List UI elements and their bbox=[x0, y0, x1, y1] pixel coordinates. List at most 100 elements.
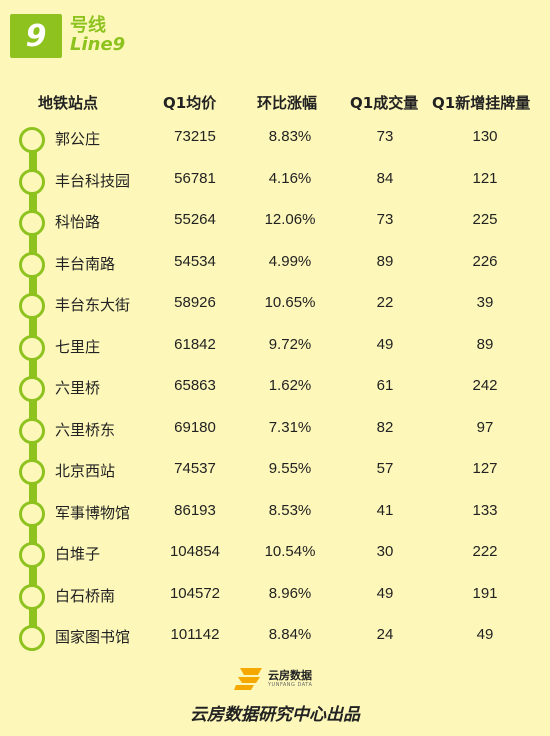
station-price: 86193 bbox=[174, 501, 216, 519]
station-dot-icon bbox=[19, 417, 45, 444]
station-volume: 49 bbox=[376, 335, 394, 353]
station-change: 10.65% bbox=[264, 294, 316, 311]
station-volume: 49 bbox=[376, 584, 394, 602]
station-price: 73215 bbox=[174, 128, 216, 145]
line-header: 9 号线 Line9 bbox=[10, 14, 125, 58]
station-change: 4.16% bbox=[268, 169, 312, 187]
station-change: 7.31% bbox=[268, 418, 312, 436]
station-volume: 73 bbox=[376, 128, 394, 145]
station-new-listings: 127 bbox=[472, 460, 498, 477]
station-price: 58926 bbox=[174, 294, 216, 311]
station-volume: 57 bbox=[376, 460, 394, 477]
line-title: 号线 Line9 bbox=[70, 15, 126, 55]
logo-mark-icon bbox=[234, 668, 262, 690]
station-price: 69180 bbox=[174, 418, 216, 436]
yunfang-logo: 云房数据 YUNFANG DATA bbox=[234, 664, 318, 694]
station-price: 54534 bbox=[174, 252, 216, 270]
station-row: 丰台东大街 58926 10.65% 22 39 bbox=[0, 285, 550, 326]
station-price: 104854 bbox=[169, 543, 221, 560]
column-header-new-listings: Q1新增挂牌量 bbox=[432, 94, 531, 112]
station-new-listings: 130 bbox=[472, 128, 498, 145]
station-dot-icon bbox=[19, 542, 45, 568]
station-change: 10.54% bbox=[264, 543, 316, 560]
station-dot-icon bbox=[19, 127, 45, 153]
station-price: 55264 bbox=[174, 211, 216, 228]
station-name: 军事博物馆 bbox=[55, 503, 131, 522]
line-name-en: Line9 bbox=[70, 34, 126, 55]
station-name: 科怡路 bbox=[55, 213, 101, 231]
station-volume: 84 bbox=[376, 169, 394, 187]
station-dot-icon bbox=[19, 500, 45, 527]
station-row: 六里桥 65863 1.62% 61 242 bbox=[0, 368, 550, 409]
station-volume: 89 bbox=[376, 252, 394, 270]
station-new-listings: 39 bbox=[476, 294, 494, 311]
station-dot-icon bbox=[19, 334, 45, 361]
station-new-listings: 226 bbox=[472, 252, 498, 270]
station-row: 郭公庄 73215 8.83% 73 130 bbox=[0, 119, 550, 160]
column-header-volume: Q1成交量 bbox=[350, 94, 419, 112]
column-header-station: 地铁站点 bbox=[38, 94, 99, 112]
station-volume: 24 bbox=[376, 626, 394, 643]
station-price: 74537 bbox=[174, 460, 216, 477]
station-price: 56781 bbox=[174, 169, 216, 187]
column-header-change: 环比涨幅 bbox=[257, 94, 318, 112]
station-change: 9.55% bbox=[268, 460, 312, 477]
station-new-listings: 97 bbox=[476, 418, 494, 436]
station-name: 丰台科技园 bbox=[55, 171, 131, 190]
station-dot-icon bbox=[19, 459, 45, 485]
station-name: 郭公庄 bbox=[55, 130, 101, 148]
station-name: 丰台东大街 bbox=[55, 296, 131, 314]
station-name: 白石桥南 bbox=[55, 586, 116, 605]
station-dot-icon bbox=[19, 625, 45, 651]
station-price: 65863 bbox=[174, 377, 216, 394]
station-new-listings: 49 bbox=[476, 626, 494, 643]
station-name: 白堆子 bbox=[55, 545, 101, 563]
station-volume: 22 bbox=[376, 294, 394, 311]
footer-credit: 云房数据研究中心出品 bbox=[190, 705, 360, 725]
station-name: 丰台南路 bbox=[55, 254, 116, 273]
station-row: 六里桥东 69180 7.31% 82 97 bbox=[0, 410, 550, 451]
station-change: 8.96% bbox=[268, 584, 312, 602]
station-name: 国家图书馆 bbox=[55, 628, 131, 646]
station-row: 白堆子 104854 10.54% 30 222 bbox=[0, 534, 550, 575]
station-row: 国家图书馆 101142 8.84% 24 49 bbox=[0, 617, 550, 658]
station-row: 丰台科技园 56781 4.16% 84 121 bbox=[0, 161, 550, 202]
station-row: 科怡路 55264 12.06% 73 225 bbox=[0, 202, 550, 243]
station-price: 61842 bbox=[174, 335, 216, 353]
station-volume: 61 bbox=[376, 377, 394, 394]
station-change: 9.72% bbox=[268, 335, 312, 353]
station-row: 白石桥南 104572 8.96% 49 191 bbox=[0, 576, 550, 617]
station-name: 北京西站 bbox=[55, 462, 116, 480]
station-change: 4.99% bbox=[268, 252, 312, 270]
station-price: 104572 bbox=[169, 584, 221, 602]
station-new-listings: 121 bbox=[472, 169, 498, 187]
station-new-listings: 133 bbox=[472, 501, 498, 519]
station-row: 丰台南路 54534 4.99% 89 226 bbox=[0, 244, 550, 285]
station-name: 六里桥东 bbox=[55, 420, 116, 439]
station-new-listings: 222 bbox=[472, 543, 498, 560]
station-name: 六里桥 bbox=[55, 379, 101, 397]
station-volume: 82 bbox=[376, 418, 394, 436]
station-row: 北京西站 74537 9.55% 57 127 bbox=[0, 451, 550, 492]
station-change: 8.53% bbox=[268, 501, 312, 519]
station-dot-icon bbox=[19, 376, 45, 402]
line-name-cn: 号线 bbox=[70, 15, 106, 37]
station-new-listings: 191 bbox=[472, 584, 498, 602]
station-volume: 73 bbox=[376, 211, 394, 228]
station-row: 七里庄 61842 9.72% 49 89 bbox=[0, 327, 550, 368]
station-name: 七里庄 bbox=[55, 337, 101, 356]
station-change: 12.06% bbox=[264, 211, 316, 228]
column-header-price: Q1均价 bbox=[163, 94, 217, 112]
line-number-badge: 9 bbox=[10, 14, 62, 58]
station-dot-icon bbox=[19, 168, 45, 195]
station-row: 军事博物馆 86193 8.53% 41 133 bbox=[0, 493, 550, 534]
logo-name-en: YUNFANG DATA bbox=[268, 682, 313, 688]
station-dot-icon bbox=[19, 583, 45, 610]
station-volume: 41 bbox=[376, 501, 394, 519]
station-change: 8.84% bbox=[268, 626, 312, 643]
station-dot-icon bbox=[19, 251, 45, 278]
station-volume: 30 bbox=[376, 543, 394, 560]
station-dot-icon bbox=[19, 293, 45, 319]
station-change: 1.62% bbox=[268, 377, 312, 394]
logo-name-cn: 云房数据 bbox=[268, 669, 312, 682]
